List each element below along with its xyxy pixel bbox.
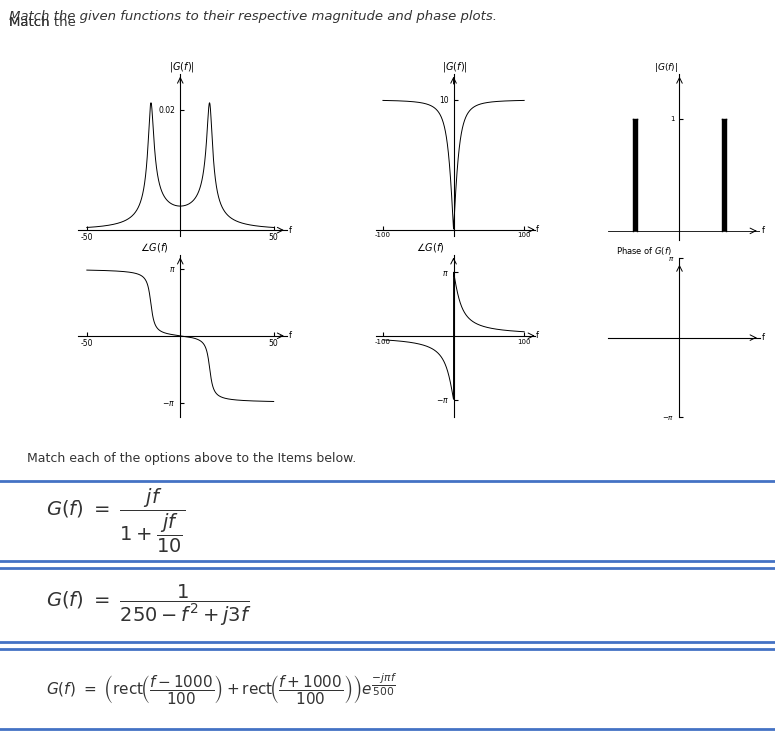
- Text: f: f: [288, 331, 291, 340]
- Text: 1: 1: [14, 228, 29, 248]
- Title: $|G(f)|$: $|G(f)|$: [169, 60, 195, 74]
- Text: f: f: [762, 227, 765, 235]
- Text: Phase of $G(f)$: Phase of $G(f)$: [616, 245, 672, 257]
- Text: ↗: ↗: [492, 56, 505, 71]
- Text: Match the: Match the: [9, 16, 81, 30]
- Text: $G(f) \ = \ \dfrac{1}{250 - f^2 + j3f}$: $G(f) \ = \ \dfrac{1}{250 - f^2 + j3f}$: [46, 582, 252, 628]
- Text: f: f: [536, 331, 539, 340]
- Title: $|G(f)|$: $|G(f)|$: [443, 60, 468, 74]
- Text: $G(f) \ = \ \dfrac{jf}{1+\dfrac{jf}{10}}$: $G(f) \ = \ \dfrac{jf}{1+\dfrac{jf}{10}}…: [46, 487, 186, 555]
- Text: f: f: [536, 225, 539, 234]
- Text: $G(f) \ = \ \left(\mathrm{rect}\!\left(\dfrac{f-1000}{100}\right) + \mathrm{rect: $G(f) \ = \ \left(\mathrm{rect}\!\left(\…: [46, 672, 398, 707]
- Text: $\angle G(f)$: $\angle G(f)$: [415, 241, 444, 254]
- Text: Match: Match: [9, 16, 54, 30]
- Text: f: f: [762, 333, 765, 342]
- Text: 3: 3: [564, 228, 578, 248]
- Text: ↗: ↗: [718, 56, 730, 71]
- Text: 2: 2: [330, 228, 344, 248]
- Text: ↗: ↗: [250, 56, 263, 71]
- Text: $|G(f)|$: $|G(f)|$: [653, 61, 678, 74]
- Text: $\angle G(f)$: $\angle G(f)$: [140, 241, 169, 254]
- Text: Match each of the options above to the Items below.: Match each of the options above to the I…: [27, 452, 357, 465]
- Text: Match the given functions to their respective magnitude and phase plots.: Match the given functions to their respe…: [9, 10, 498, 23]
- Text: f: f: [288, 226, 291, 235]
